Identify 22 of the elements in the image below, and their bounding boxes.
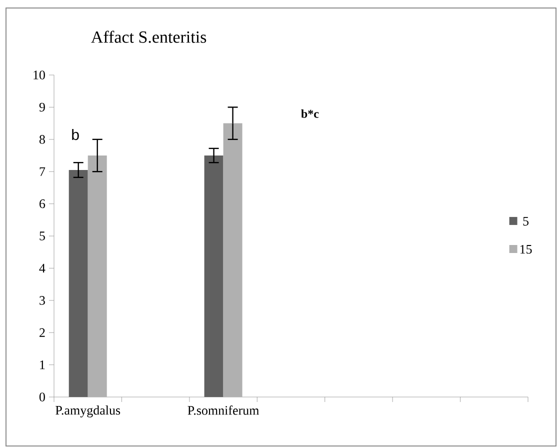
y-tick-label: 1 [40, 360, 45, 370]
y-tick-label: 7 [40, 167, 46, 176]
chart-title: Affact S.enteritis [91, 30, 206, 43]
legend-label: 5 [523, 216, 529, 226]
annotation: b*c [301, 109, 319, 118]
y-tick-label: 4 [39, 264, 46, 272]
y-tick-label: 6 [40, 199, 46, 208]
y-tick-label: 2 [40, 328, 45, 337]
y-tick-label: 3 [40, 296, 45, 305]
y-tick-label: 9 [39, 102, 45, 112]
bar [88, 156, 107, 397]
bar [223, 123, 242, 397]
x-tick-label: P.somniferum [188, 406, 260, 415]
annotation: b [72, 129, 79, 140]
y-tick-label: 5 [40, 232, 45, 240]
y-tick-label: 10 [34, 70, 45, 80]
y-tick-label: 0 [39, 392, 45, 402]
bar [68, 170, 88, 397]
legend-label: 15 [520, 244, 532, 254]
y-tick-label: 8 [39, 135, 45, 144]
bar [204, 156, 224, 397]
x-tick-label: P.amygdalus [56, 406, 120, 418]
